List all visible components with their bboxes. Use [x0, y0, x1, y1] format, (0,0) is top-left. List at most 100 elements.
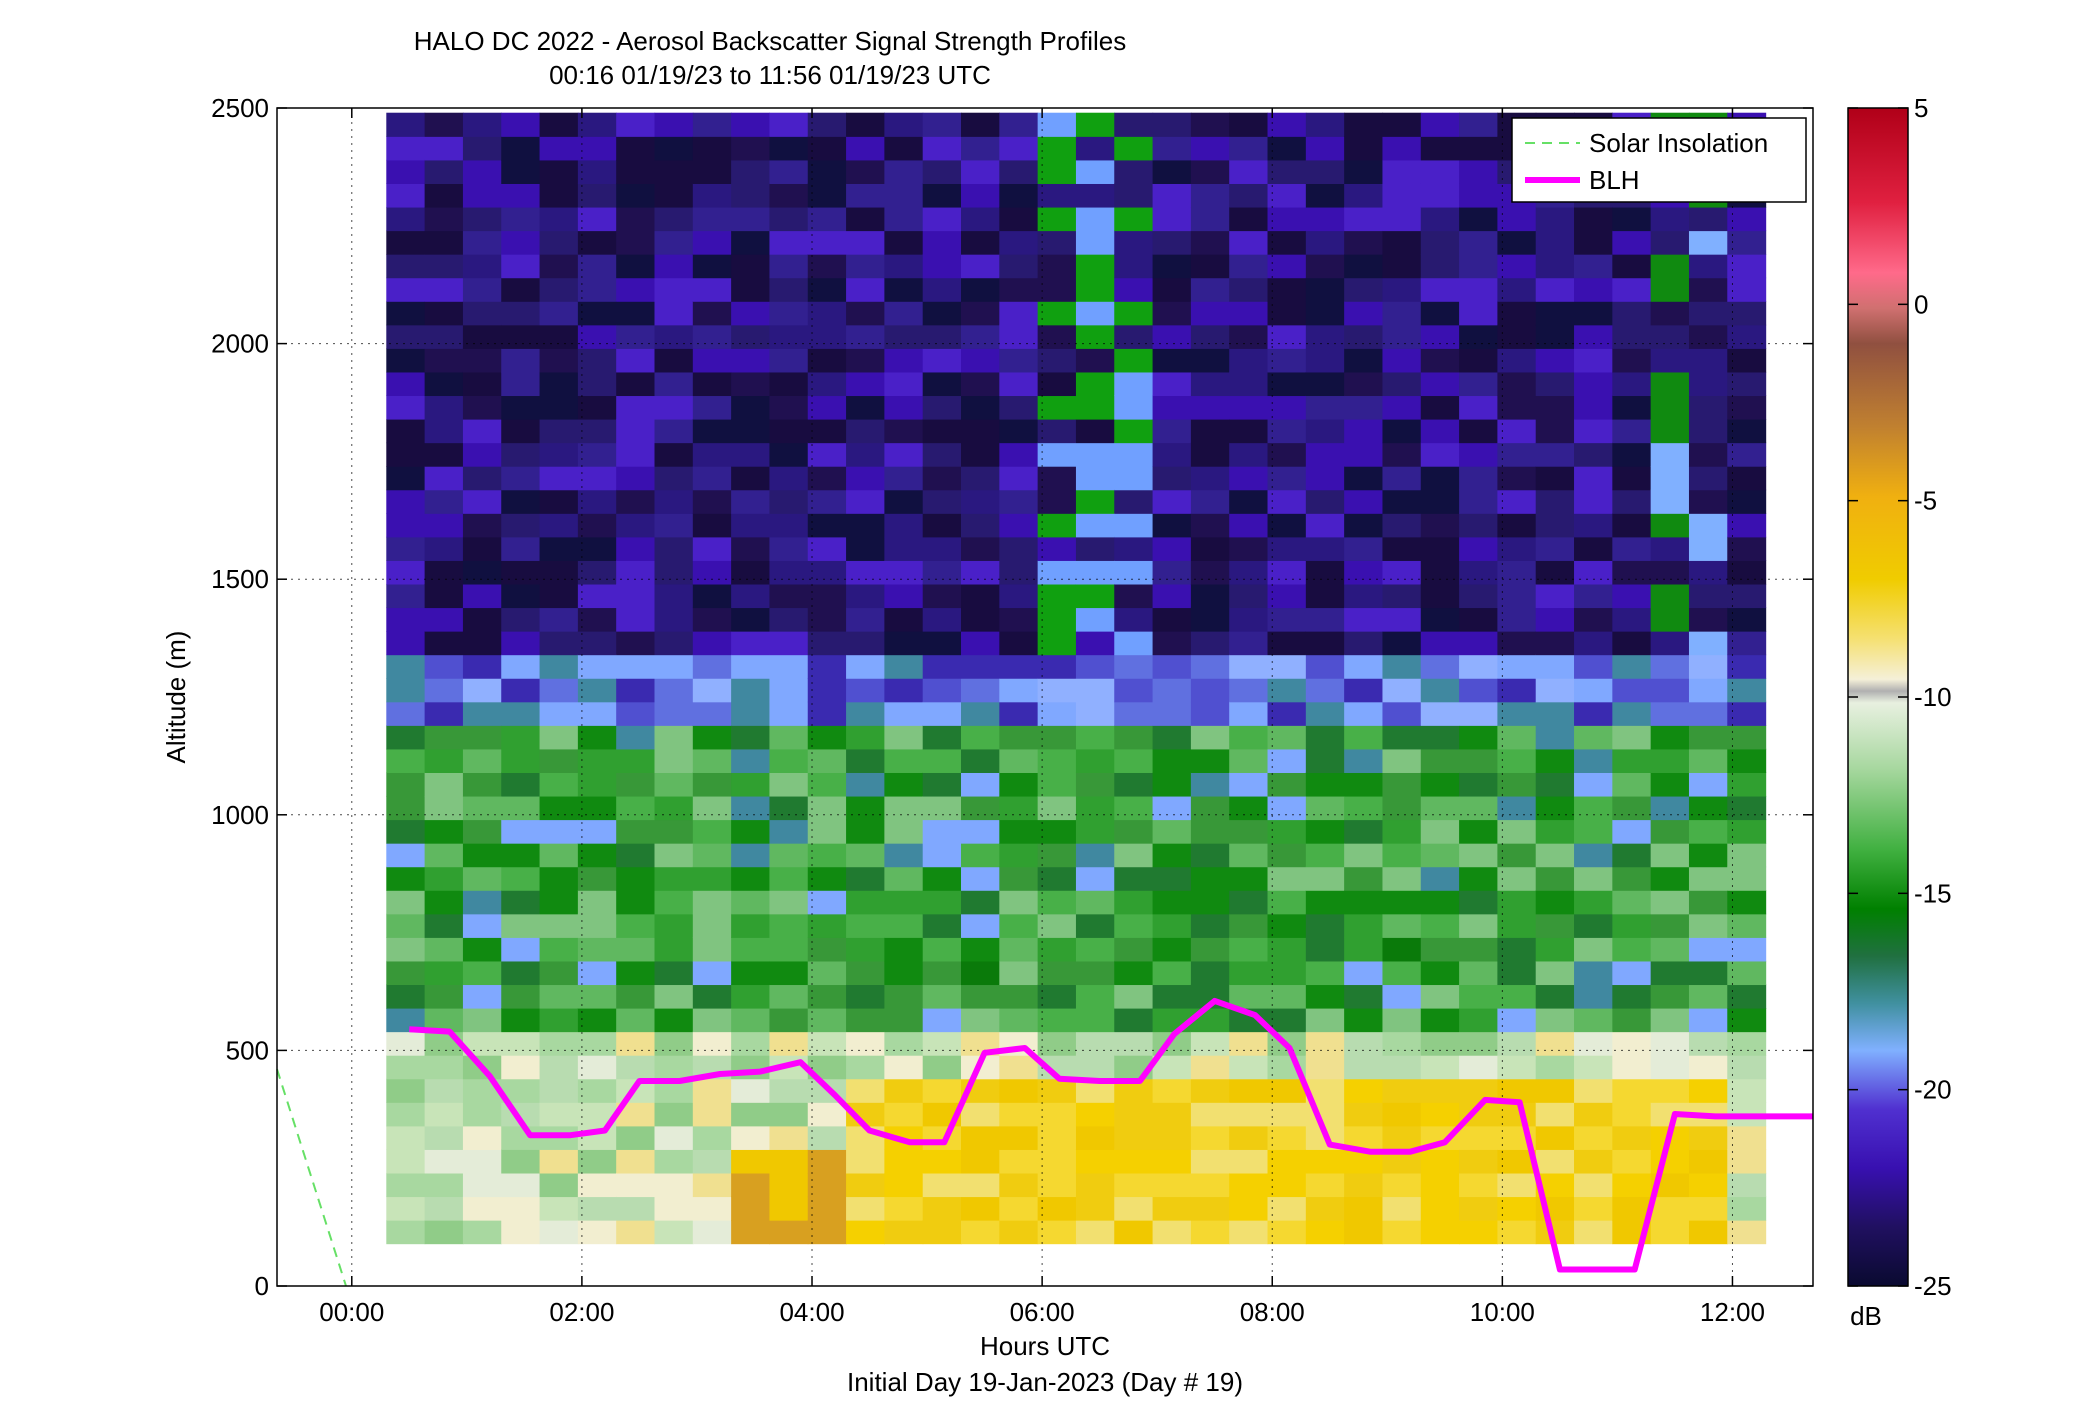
heatmap-cell: [1190, 795, 1230, 821]
heatmap-cell: [1075, 301, 1115, 326]
heatmap-cell: [462, 442, 502, 467]
heatmap-cell: [731, 395, 771, 420]
heatmap-cell: [539, 748, 579, 773]
heatmap-cell: [1075, 795, 1115, 821]
heatmap-cell: [1650, 795, 1690, 821]
heatmap-cell: [692, 913, 732, 938]
heatmap-cell: [462, 607, 502, 632]
heatmap-cell: [577, 913, 617, 938]
heatmap-cell: [1727, 1031, 1767, 1056]
heatmap-cell: [922, 795, 962, 821]
heatmap-cell: [577, 371, 617, 397]
heatmap-cell: [654, 466, 694, 491]
heatmap-cell: [961, 701, 1000, 726]
heatmap-cell: [1535, 960, 1575, 986]
heatmap-cell: [1305, 159, 1345, 184]
heatmap-cell: [654, 607, 694, 632]
heatmap-cell: [731, 371, 771, 397]
heatmap-cell: [386, 1125, 426, 1150]
heatmap-cell: [961, 843, 1000, 868]
heatmap-cell: [1650, 631, 1690, 656]
heatmap-cell: [1229, 913, 1269, 938]
heatmap-cell: [1459, 748, 1498, 773]
heatmap-cell: [1688, 654, 1728, 679]
heatmap-cell: [731, 607, 771, 632]
heatmap-cell: [1267, 136, 1307, 161]
heatmap-cell: [692, 466, 732, 491]
heatmap-cell: [1305, 206, 1345, 232]
heatmap-cell: [922, 701, 962, 726]
heatmap-cell: [1650, 984, 1690, 1009]
heatmap-cell: [1344, 701, 1384, 726]
heatmap-cell: [1650, 890, 1690, 915]
heatmap-cell: [1612, 442, 1652, 467]
heatmap-cell: [577, 678, 617, 703]
heatmap-cell: [424, 866, 464, 891]
heatmap-cell: [1459, 536, 1498, 561]
heatmap-cell: [769, 1125, 809, 1150]
heatmap-cell: [501, 795, 541, 821]
heatmap-cell: [1114, 301, 1154, 326]
heatmap-cell: [1650, 701, 1690, 726]
heatmap-cell: [1305, 1196, 1345, 1221]
heatmap-cell: [462, 159, 502, 184]
heatmap-cell: [539, 725, 579, 750]
heatmap-cell: [769, 136, 809, 161]
heatmap-cell: [731, 112, 771, 137]
heatmap-cell: [1612, 513, 1652, 538]
heatmap-cell: [616, 843, 656, 868]
heatmap-cell: [1459, 937, 1498, 962]
heatmap-cell: [1459, 1031, 1498, 1056]
heatmap-cell: [1459, 583, 1498, 609]
heatmap-cell: [692, 348, 732, 373]
heatmap-cell: [424, 1149, 464, 1174]
heatmap-cell: [1075, 442, 1115, 467]
heatmap-cell: [1574, 1172, 1613, 1198]
heatmap-cell: [769, 1220, 809, 1245]
heatmap-cell: [1459, 418, 1498, 444]
heatmap-cell: [1190, 678, 1230, 703]
heatmap-cell: [1344, 301, 1384, 326]
heatmap-cell: [961, 1149, 1000, 1174]
heatmap-cell: [1459, 136, 1498, 161]
heatmap-cell: [462, 913, 502, 938]
heatmap-cell: [616, 277, 656, 302]
heatmap-cell: [386, 395, 426, 420]
heatmap-cell: [1305, 748, 1345, 773]
heatmap-cell: [1574, 348, 1613, 373]
heatmap-cell: [884, 489, 924, 514]
heatmap-cell: [1688, 560, 1728, 585]
heatmap-cell: [1152, 819, 1192, 844]
heatmap-cell: [577, 466, 617, 491]
heatmap-cell: [616, 183, 656, 208]
heatmap-cell: [424, 301, 464, 326]
heatmap-cell: [692, 866, 732, 891]
heatmap-cell: [769, 607, 809, 632]
heatmap-cell: [1535, 937, 1575, 962]
heatmap-cell: [1688, 772, 1728, 797]
heatmap-cell: [769, 890, 809, 915]
heatmap-cell: [922, 843, 962, 868]
heatmap-cell: [1612, 395, 1652, 420]
heatmap-cell: [1229, 112, 1269, 137]
heatmap-cell: [1574, 678, 1613, 703]
heatmap-cell: [1420, 159, 1460, 184]
heatmap-cell: [654, 583, 694, 609]
heatmap-cell: [1727, 1149, 1767, 1174]
heatmap-cell: [769, 1102, 809, 1127]
heatmap-cell: [1152, 631, 1192, 656]
heatmap-cell: [1650, 230, 1690, 255]
heatmap-cell: [1535, 206, 1575, 232]
heatmap-cell: [1650, 395, 1690, 420]
heatmap-cell: [1190, 1031, 1230, 1056]
heatmap-cell: [654, 1149, 694, 1174]
heatmap-cell: [1382, 466, 1422, 491]
heatmap-cell: [424, 1172, 464, 1198]
heatmap-cell: [1267, 466, 1307, 491]
heatmap-cell: [1574, 230, 1613, 255]
heatmap-cell: [1267, 230, 1307, 255]
heatmap-cell: [1650, 678, 1690, 703]
heatmap-cell: [769, 442, 809, 467]
heatmap-cell: [884, 583, 924, 609]
heatmap-cell: [386, 466, 426, 491]
